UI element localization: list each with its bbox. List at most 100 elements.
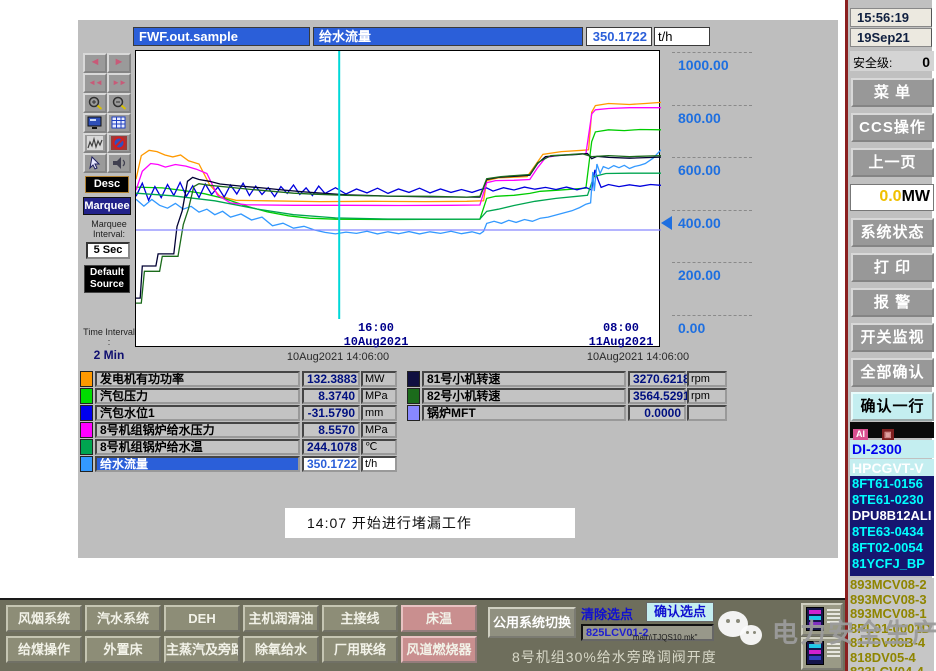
pen-label[interactable]: 给水流量 [95,456,300,472]
default-source-button[interactable]: Default Source [84,264,130,293]
waveform-icon[interactable] [83,133,107,153]
legend-row[interactable]: 汽包水位1 -31.5790 mm [80,405,400,421]
switch-monitor-button[interactable]: 开关监视 [851,323,934,352]
alarm-item[interactable]: 8TE63-0434 [852,524,924,539]
trend-plot[interactable] [136,51,661,319]
pen-value: 132.3883 [302,371,360,387]
legend-row[interactable]: 发电机有功功率 132.3883 MW [80,371,400,387]
alarm-item[interactable]: 893MCV08-2 [850,577,927,592]
tab-plant-interconnection[interactable]: 厂用联络 [322,636,398,663]
pen-label[interactable]: 82号小机转速 [422,388,626,404]
tab-duct-burner[interactable]: 风道燃烧器 [401,636,477,663]
legend-row[interactable]: 8号机组锅炉给水压力 8.5570 MPa [80,422,400,438]
x-axis-tick: 08:00 11Aug2021 [588,321,654,349]
tab-coal-feed[interactable]: 给煤操作 [6,636,82,663]
menu-button[interactable]: 菜 单 [851,78,934,107]
legend-row-selected[interactable]: 给水流量 350.1722 t/h [80,456,400,472]
pen-label[interactable]: 8号机组锅炉给水压力 [95,422,300,438]
system-status-button[interactable]: 系统状态 [851,218,934,247]
alarm-item[interactable]: 893MCV08-3 [850,591,927,607]
confirm-point-button[interactable]: 确认选点 [646,602,714,622]
legend-row[interactable]: 82号小机转速 3564.5291 rpm [407,388,729,404]
forward-icon[interactable]: ► [107,53,131,73]
marquee-button[interactable]: Marquee [83,197,131,215]
y-axis-tick: 1000.00 [672,52,752,73]
trend-tag-field[interactable]: FWF.out.sample [133,27,310,46]
operator-station-icon[interactable] [801,603,843,636]
screen-icon [806,607,824,631]
y-axis-tick: 0.00 [672,315,752,336]
acknowledge-all-button[interactable]: 全部确认 [851,358,934,387]
pen-label[interactable]: 汽包压力 [95,388,300,404]
back-icon[interactable]: ◄ [83,53,107,73]
marquee-interval-label: Marquee Interval: [91,219,127,240]
alarm-item[interactable]: 817DV08B-4 [850,635,926,650]
alarm-item[interactable]: DI-2300 [850,440,934,458]
sidebar: 15:56:19 19Sep21 安全级: 0 菜 单 CCS操作 上一页 0.0… [845,0,936,671]
cursor-timestamp-left: 10Aug2021 14:06:00 [286,351,390,363]
acknowledge-line-button[interactable]: 确认一行 [851,392,934,421]
tab-fan-flue-system[interactable]: 风烟系统 [6,605,82,632]
alarm-item[interactable]: DPU8B12ALI [852,508,932,523]
time-interval-label: Time Interval : [83,326,135,348]
print-button[interactable]: 打 印 [851,253,934,282]
alarm-item[interactable]: 8TE61-0230 [852,492,924,507]
tab-main-steam-bypass[interactable]: 主蒸汽及旁路 [164,636,240,663]
pen-value: 8.5570 [302,422,360,438]
desc-button[interactable]: Desc [85,176,129,193]
pen-value-display: 350.1722 [586,27,652,46]
legend-row[interactable]: 8号机组锅炉给水温 244.1078 ℃ [80,439,400,455]
bottom-toolbar: 风烟系统 汽水系统 DEH 主机润滑油 主接线 床温 给煤操作 外置床 主蒸汽及… [0,598,845,671]
alarm-button[interactable]: 报 警 [851,288,934,317]
common-system-switch-button[interactable]: 公用系统切换 [488,607,576,638]
tab-lube-oil[interactable]: 主机润滑油 [243,605,319,632]
disable-icon[interactable] [107,133,131,153]
tab-bed-temperature[interactable]: 床温 [401,605,477,632]
pen-label[interactable]: 81号小机转速 [422,371,626,387]
tab-deaerator-feedwater[interactable]: 除氧给水 [243,636,319,663]
alarm-list-history: 893MCV08-2 893MCV08-3 893MCV08-1 8PL01-0… [850,578,934,671]
pen-label[interactable]: 发电机有功功率 [95,371,300,387]
marquee-interval-field[interactable]: 5 Sec [86,241,130,259]
cursor-icon[interactable] [83,153,107,173]
legend-row[interactable]: 锅炉MFT 0.0000 [407,405,729,421]
ccs-operate-button[interactable]: CCS操作 [851,113,934,142]
speaker-icon[interactable] [107,153,131,173]
trend-chart[interactable]: 16:00 10Aug2021 08:00 11Aug2021 [135,50,661,349]
pen-label[interactable]: 汽包水位1 [95,405,300,421]
legend-left-column: 发电机有功功率 132.3883 MW 汽包压力 8.3740 MPa 汽包水位1 -31… [80,371,400,473]
previous-page-button[interactable]: 上一页 [851,148,934,177]
legend-row[interactable]: 81号小机转速 3270.6218 rpm [407,371,729,387]
alarm-item[interactable]: 81YCFJ_BP [852,556,925,571]
alarm-item[interactable]: 818DV05-4 [850,649,916,665]
zoom-out-icon[interactable] [107,93,131,113]
tab-external-bed[interactable]: 外置床 [85,636,161,663]
alarm-item[interactable]: 8PL01-0001D [850,620,931,636]
pen-label[interactable]: 8号机组锅炉给水温 [95,439,300,455]
tab-steam-water-system[interactable]: 汽水系统 [85,605,161,632]
selected-pen-marker-icon [661,216,672,230]
alarm-item[interactable]: HPCGVT-V [850,459,934,477]
fast-forward-icon[interactable]: ►► [107,73,131,93]
pen-unit: rpm [687,371,727,387]
pen-label[interactable]: 锅炉MFT [422,405,626,421]
pen-name-field[interactable]: 给水流量 [313,27,583,46]
legend-row[interactable]: 汽包压力 8.3740 MPa [80,388,400,404]
fast-back-icon[interactable]: ◄◄ [83,73,107,93]
screen-path-text: "main\TJQS10.mk" [630,633,698,642]
zoom-in-icon[interactable] [83,93,107,113]
grid-icon[interactable] [107,113,131,133]
series-drum-level-1 [136,169,661,203]
alarm-item[interactable]: 823LCV04-4 [850,665,934,671]
tab-main-wiring[interactable]: 主接线 [322,605,398,632]
cursor-timestamp-right: 10Aug2021 14:06:00 [586,351,690,363]
security-level-label: 安全级: [853,56,893,70]
selected-point-field[interactable]: 825LCV01-2 [581,624,714,641]
tab-deh[interactable]: DEH [164,605,240,632]
clear-point-button[interactable]: 清除选点 [581,607,634,622]
operator-station-icon[interactable] [801,637,843,670]
alarm-item[interactable]: 893MCV08-1 [850,606,927,621]
alarm-item[interactable]: 8FT61-0156 [852,476,923,491]
monitor-icon[interactable] [83,113,107,133]
alarm-item[interactable]: 8FT02-0054 [852,540,923,555]
